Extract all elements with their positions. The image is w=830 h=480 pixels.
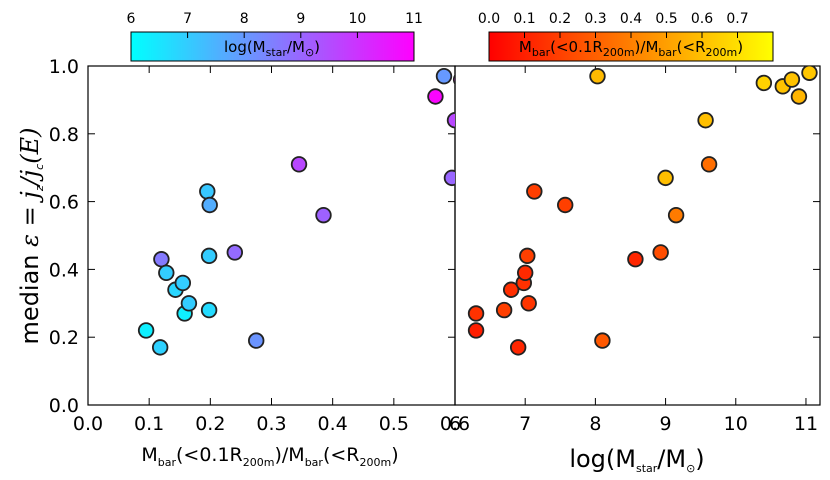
colorbar-right-label: Mbar(<0.1R200m)/Mbar(<R200m) xyxy=(519,38,743,59)
scatter-point xyxy=(657,169,674,187)
scatter-point xyxy=(443,169,455,187)
scatter-point xyxy=(174,274,192,292)
left-x-tick-label: 0.5 xyxy=(379,413,409,435)
scatter-point xyxy=(484,76,499,91)
y-tick-label: 1.0 xyxy=(49,56,79,78)
scatter-point xyxy=(158,264,175,281)
scatter-point xyxy=(652,244,669,261)
colorbar-tick-label: 8 xyxy=(240,11,249,27)
y-tick-label: 0.6 xyxy=(49,192,79,214)
scatter-point xyxy=(201,196,218,214)
scatter-point xyxy=(435,67,453,85)
scatter-point xyxy=(200,301,218,319)
scatter-point xyxy=(502,281,520,298)
colorbar-tick-label: 9 xyxy=(296,11,305,27)
scatter-point xyxy=(557,196,574,214)
right-axis-ticks: 6 7 8 9 10 11 xyxy=(449,66,818,435)
colorbar-tick-label: 7 xyxy=(183,11,192,27)
colorbar-tick-label: 0.0 xyxy=(478,11,500,27)
scatter-point xyxy=(151,339,169,356)
scatter-point xyxy=(509,339,527,356)
colorbar-left-ticks: 6 7 8 9 10 11 xyxy=(127,11,423,38)
colorbar-right: 0.0 0.1 0.2 0.3 0.4 0.5 0.6 0.7 Mbar(<0.1R200m)… xyxy=(478,11,774,62)
y-axis-title: median ε = jz/jc(E) xyxy=(16,128,46,345)
scatter-point xyxy=(801,66,818,81)
right-plot-frame xyxy=(454,65,821,406)
y-tick-label: 0.0 xyxy=(49,395,79,417)
scatter-point xyxy=(467,305,485,322)
scatter-point xyxy=(137,322,155,339)
colorbar-tick-label: 0.5 xyxy=(655,11,677,27)
right-scatter-points xyxy=(467,66,818,356)
left-x-tick-label: 0.0 xyxy=(73,413,103,435)
scatter-point xyxy=(446,112,455,129)
scatter-point xyxy=(427,88,444,105)
scatter-point xyxy=(790,88,808,105)
colorbar-tick-label: 0.3 xyxy=(584,11,606,27)
scatter-point xyxy=(627,251,644,268)
scatter-point xyxy=(180,295,198,312)
right-x-tick-label: 10 xyxy=(724,413,748,435)
left-x-tick-label: 0.4 xyxy=(318,413,348,435)
colorbar-tick-label: 0.6 xyxy=(691,11,713,27)
colorbar-right-ticks: 0.0 0.1 0.2 0.3 0.4 0.5 0.6 0.7 xyxy=(478,11,749,38)
colorbar-tick-label: 0.4 xyxy=(620,11,642,27)
scatter-point xyxy=(526,183,543,200)
scatter-point xyxy=(290,156,308,173)
left-x-tick-label: 0.3 xyxy=(256,413,286,435)
colorbar-left-gradient xyxy=(130,31,415,62)
left-axis-ticks: 0.0 0.1 0.2 0.3 0.4 0.5 0.6 0.0 0.2 0.4 0.6 0.8 1.0 xyxy=(49,56,820,435)
colorbar-left: 6 7 8 9 10 11 log(Mstar/M⊙) xyxy=(127,11,423,62)
scatter-point xyxy=(700,156,718,173)
colorbar-tick-label: 11 xyxy=(405,11,423,27)
colorbar-left-label: log(Mstar/M⊙) xyxy=(224,38,320,59)
scatter-point xyxy=(783,71,801,88)
colorbar-tick-label: 0.2 xyxy=(549,11,571,27)
scatter-point xyxy=(495,301,513,319)
colorbar-tick-label: 6 xyxy=(127,11,136,27)
scatter-point xyxy=(589,67,606,85)
right-x-tick-label: 11 xyxy=(794,413,818,435)
scatter-point xyxy=(467,322,485,339)
scatter-point xyxy=(755,74,773,92)
scatter-point xyxy=(199,183,216,200)
left-x-tick-label: 0.2 xyxy=(195,413,225,435)
right-x-axis-title: log(Mstar/M⊙) xyxy=(569,445,704,475)
scatter-point xyxy=(226,244,244,261)
y-tick-label: 0.2 xyxy=(49,327,79,349)
y-tick-label: 0.4 xyxy=(49,259,79,281)
scatter-point xyxy=(200,247,218,265)
left-scatter-points xyxy=(137,65,499,356)
scatter-point xyxy=(594,332,611,349)
colorbar-tick-label: 0.7 xyxy=(726,11,748,27)
left-x-axis-title: Mbar(<0.1R200m)/Mbar(<R200m) xyxy=(141,444,398,469)
scatter-point xyxy=(153,251,170,268)
scatter-point xyxy=(519,247,536,265)
left-x-tick-label: 0.6 xyxy=(440,413,470,435)
left-x-tick-label: 0.1 xyxy=(134,413,164,435)
right-x-tick-label: 8 xyxy=(589,413,601,435)
colorbar-tick-label: 10 xyxy=(348,11,366,27)
right-x-tick-label: 7 xyxy=(519,413,531,435)
scatter-point xyxy=(516,264,534,281)
y-tick-label: 0.8 xyxy=(49,124,79,146)
colorbar-tick-label: 0.1 xyxy=(513,11,535,27)
scatter-point xyxy=(697,112,714,129)
left-plot-frame xyxy=(87,65,456,406)
scatter-point xyxy=(248,332,265,349)
right-x-tick-label: 9 xyxy=(660,413,672,435)
scatter-point xyxy=(452,74,455,86)
scatter-point xyxy=(667,206,685,224)
right-x-tick-label: 6 xyxy=(449,413,461,435)
scatter-point xyxy=(460,65,475,80)
scatter-point xyxy=(520,295,537,312)
scatter-point xyxy=(315,206,332,224)
